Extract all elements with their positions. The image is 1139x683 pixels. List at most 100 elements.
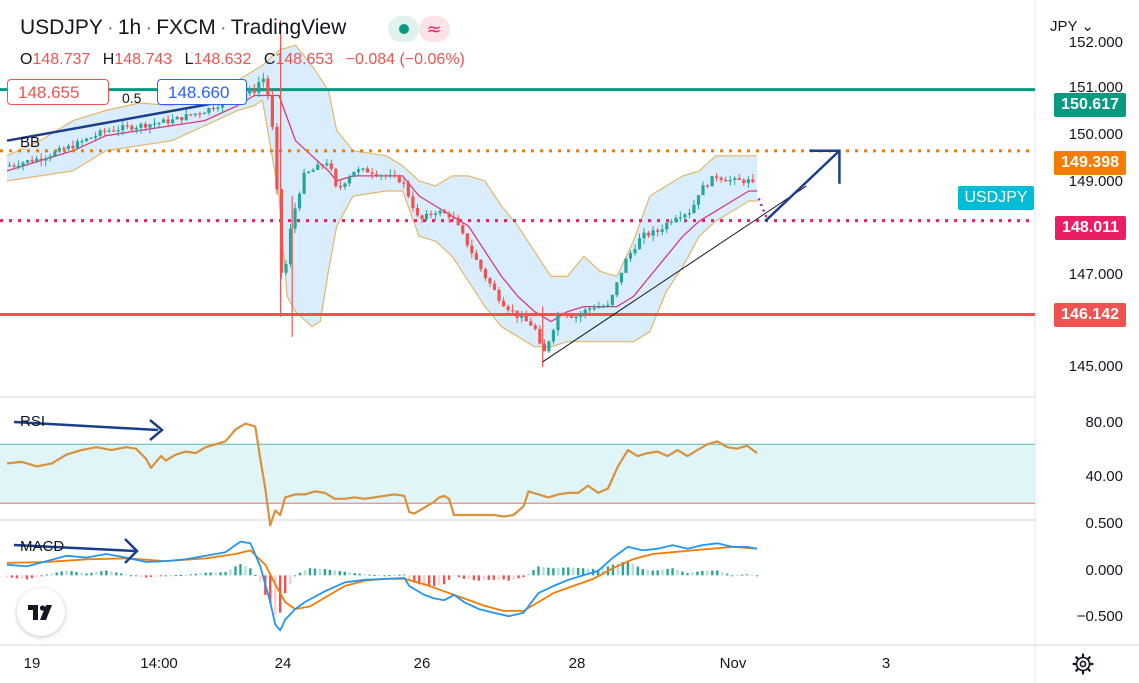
- macd-histogram-bar: [418, 575, 421, 585]
- macd-histogram-bar: [432, 575, 436, 586]
- gear-icon[interactable]: [1072, 653, 1094, 675]
- macd-histogram-bar: [214, 572, 217, 576]
- price-tick: 149.000: [1068, 173, 1123, 190]
- candle: [556, 314, 560, 331]
- candle: [705, 185, 710, 187]
- candle: [53, 151, 57, 157]
- price-tag-148011: 148.011: [1055, 216, 1126, 240]
- candle: [724, 179, 728, 182]
- bb-label[interactable]: BB: [20, 134, 41, 151]
- macd-histogram-bar: [55, 572, 58, 576]
- price-tick: 151.000: [1068, 79, 1123, 96]
- trend-line: [542, 185, 807, 363]
- macd-histogram-bar: [144, 575, 148, 578]
- candle: [302, 172, 306, 194]
- candle: [211, 107, 216, 110]
- candle: [687, 213, 692, 215]
- candle: [279, 189, 284, 273]
- macd-histogram-bar: [552, 568, 555, 576]
- macd-histogram-bar: [711, 570, 714, 576]
- candle: [216, 107, 220, 109]
- time-tick: 24: [274, 655, 292, 672]
- macd-histogram-bar: [274, 575, 277, 616]
- currency-dropdown[interactable]: JPY ⌄: [1050, 17, 1094, 35]
- candle: [116, 130, 120, 132]
- candle: [415, 208, 420, 216]
- candle: [288, 228, 293, 265]
- macd-histogram-bar: [656, 570, 659, 576]
- macd-histogram-bar: [477, 575, 481, 581]
- candle: [574, 316, 578, 319]
- candle: [384, 175, 388, 177]
- candle: [538, 328, 542, 344]
- candle: [465, 233, 469, 246]
- candle: [184, 114, 188, 121]
- macd-histogram-bar: [542, 567, 545, 576]
- tradingview-logo-icon[interactable]: [17, 588, 65, 636]
- candle: [542, 343, 546, 352]
- macd-histogram-bar: [522, 575, 525, 578]
- macd-histogram-bar: [547, 567, 550, 576]
- symbol-name: USDJPY: [20, 16, 103, 39]
- macd-histogram-bar: [5, 575, 9, 578]
- macd-histogram-bar: [333, 570, 337, 576]
- macd-histogram-bar: [413, 575, 416, 583]
- macd-histogram-bar: [706, 570, 709, 576]
- macd-histogram-bar: [462, 575, 466, 579]
- candle: [152, 123, 157, 125]
- candle: [21, 162, 25, 166]
- candle: [207, 107, 211, 113]
- candle: [16, 165, 21, 167]
- macd-histogram-bar: [452, 575, 456, 577]
- macd-histogram-bar: [85, 573, 88, 576]
- candle: [171, 119, 175, 124]
- macd-histogram-bar: [179, 575, 183, 576]
- spread-value: 0.5: [122, 90, 142, 106]
- candle: [93, 135, 98, 138]
- rsi-band-fill: [0, 444, 1035, 504]
- candle: [601, 306, 605, 308]
- candle: [316, 164, 320, 170]
- candle: [39, 158, 43, 161]
- macd-histogram-bar: [437, 575, 441, 586]
- macd-histogram-bar: [537, 566, 540, 576]
- macd-arrowhead: [124, 538, 139, 564]
- candle: [665, 222, 669, 230]
- candle: [619, 272, 624, 283]
- market-status-badge[interactable]: ≈: [388, 16, 450, 42]
- sell-price-button[interactable]: 148.655: [7, 79, 109, 105]
- macd-histogram-bar: [75, 572, 78, 576]
- candle: [193, 113, 197, 115]
- low-label: L: [184, 51, 194, 68]
- candle: [461, 225, 465, 234]
- candle: [307, 171, 311, 174]
- candle: [674, 218, 678, 222]
- high-label: H: [102, 51, 115, 68]
- macd-histogram-bar: [323, 569, 327, 576]
- macd-histogram-bar: [596, 570, 600, 576]
- candle: [343, 183, 347, 187]
- buy-price-button[interactable]: 148.660: [157, 79, 247, 105]
- macd-histogram-bar: [169, 575, 173, 577]
- rsi-trend-arrow: [13, 420, 159, 432]
- macd-label[interactable]: MACD: [20, 538, 65, 555]
- candle: [62, 147, 66, 150]
- candle: [483, 269, 488, 279]
- candle: [651, 230, 655, 236]
- macd-histogram-bar: [403, 574, 406, 576]
- candle: [583, 309, 587, 314]
- time-tick: 19: [23, 655, 41, 672]
- candle: [678, 217, 682, 219]
- macd-histogram-bar: [313, 568, 317, 576]
- symbol-header[interactable]: USDJPY · 1h · FXCM · TradingView: [20, 16, 346, 40]
- rsi-label[interactable]: RSI: [20, 413, 46, 430]
- macd-histogram-bar: [353, 573, 356, 576]
- macd-histogram-bar: [40, 575, 43, 577]
- candle: [751, 179, 755, 182]
- candle: [424, 213, 429, 219]
- open-label: O: [20, 51, 33, 68]
- candle: [746, 179, 750, 184]
- macd-histogram-bar: [50, 573, 53, 576]
- candle: [569, 316, 574, 318]
